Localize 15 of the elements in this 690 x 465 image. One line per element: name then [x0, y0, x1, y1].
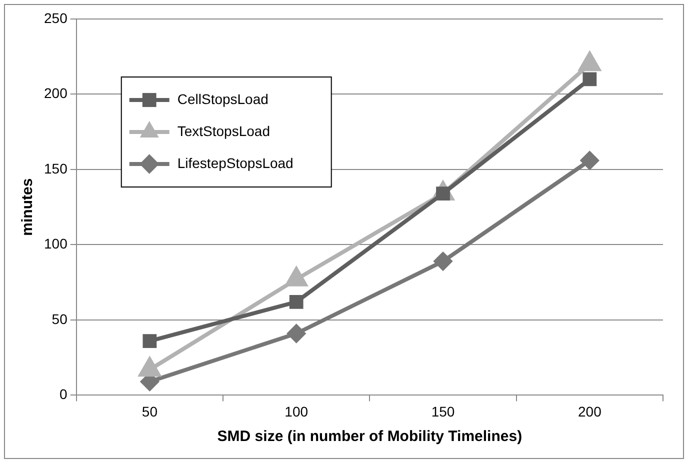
- y-tick-label: 0: [60, 386, 68, 402]
- legend-label: TextStopsLoad: [177, 122, 270, 139]
- y-tick-label: 150: [44, 160, 68, 176]
- x-tick-label: 50: [142, 403, 158, 420]
- x-axis-title: SMD size (in number of Mobility Timelines): [217, 428, 522, 446]
- x-tick-label: 200: [578, 403, 602, 420]
- y-tick-label: 100: [44, 236, 68, 252]
- legend-label: LifestepStopsLoad: [177, 154, 294, 171]
- x-tick-label: 100: [284, 403, 308, 420]
- legend-label: CellStopsLoad: [177, 90, 268, 107]
- y-tick-label: 200: [44, 85, 68, 102]
- x-tick-label: 150: [431, 403, 455, 420]
- y-tick-label: 250: [44, 10, 68, 26]
- y-tick-label: 50: [52, 310, 68, 327]
- y-axis-title: minutes: [19, 178, 36, 236]
